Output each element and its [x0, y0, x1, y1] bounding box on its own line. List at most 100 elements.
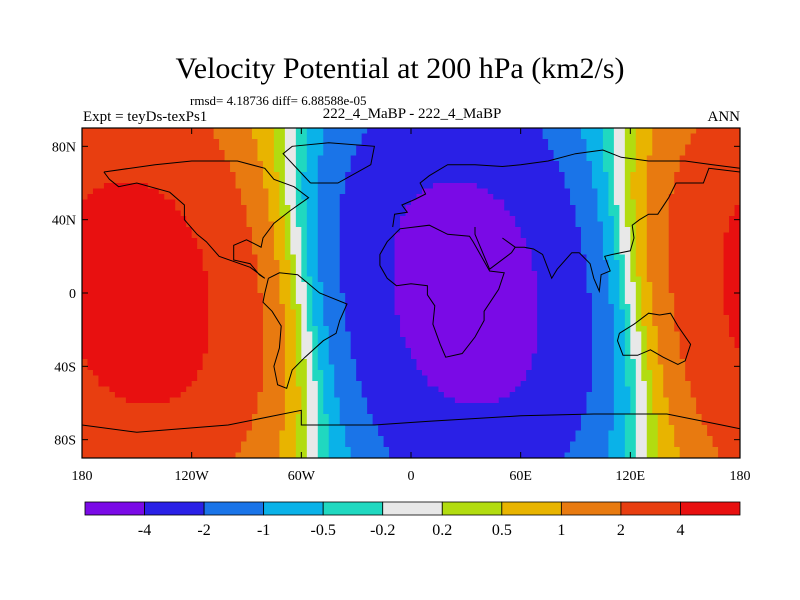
field-cell	[339, 205, 346, 212]
field-cell	[219, 331, 226, 338]
field-cell	[652, 265, 659, 272]
field-cell	[679, 205, 686, 212]
field-cell	[219, 293, 226, 300]
field-cell	[411, 161, 418, 168]
field-cell	[82, 199, 89, 206]
field-cell	[608, 205, 615, 212]
field-cell	[696, 276, 703, 283]
field-cell	[564, 282, 571, 289]
field-cell	[690, 249, 697, 256]
field-cell	[707, 139, 714, 146]
experiment-label: Expt = teyDs-texPs1	[83, 109, 208, 125]
field-cell	[284, 331, 291, 338]
field-cell	[389, 188, 396, 195]
field-cell	[487, 260, 494, 267]
field-cell	[537, 133, 544, 140]
field-cell	[432, 309, 440, 316]
field-cell	[383, 205, 390, 212]
field-cell	[509, 315, 516, 322]
field-cell	[471, 315, 478, 322]
field-cell	[663, 304, 670, 311]
field-cell	[663, 309, 670, 316]
field-cell	[208, 265, 215, 272]
field-cell	[350, 326, 357, 333]
field-cell	[630, 188, 637, 195]
field-cell	[87, 238, 94, 245]
field-cell	[537, 150, 544, 157]
field-cell	[553, 260, 560, 267]
field-cell	[504, 139, 511, 146]
field-cell	[273, 155, 280, 162]
field-cell	[580, 271, 588, 278]
field-cell	[142, 188, 149, 195]
field-cell	[334, 331, 341, 338]
field-cell	[230, 177, 237, 184]
field-cell	[520, 199, 527, 206]
field-cell	[153, 139, 160, 146]
field-cell	[323, 348, 330, 355]
field-cell	[208, 199, 215, 206]
field-cell	[679, 282, 686, 289]
field-cell	[663, 331, 670, 338]
field-cell	[235, 128, 242, 135]
field-cell	[334, 353, 341, 360]
field-cell	[454, 144, 461, 151]
field-cell	[498, 287, 505, 294]
field-cell	[586, 238, 593, 245]
field-cell	[630, 265, 637, 272]
field-cell	[295, 243, 302, 250]
field-cell	[613, 205, 620, 212]
field-cell	[613, 342, 620, 349]
field-cell	[504, 282, 511, 289]
field-cell	[383, 315, 390, 322]
field-cell	[696, 177, 703, 184]
field-cell	[652, 238, 659, 245]
field-cell	[109, 139, 116, 146]
field-cell	[158, 177, 165, 184]
field-cell	[367, 133, 374, 140]
field-cell	[537, 183, 544, 190]
field-cell	[718, 326, 725, 333]
field-cell	[712, 260, 719, 267]
field-cell	[208, 161, 215, 168]
field-cell	[531, 227, 538, 234]
field-cell	[290, 210, 297, 217]
field-cell	[690, 309, 697, 316]
field-cell	[268, 309, 275, 316]
field-cell	[251, 243, 259, 250]
field-cell	[586, 243, 593, 250]
field-cell	[317, 304, 324, 311]
field-cell	[515, 276, 522, 283]
field-cell	[602, 271, 609, 278]
field-cell	[646, 172, 653, 179]
field-cell	[273, 227, 280, 234]
field-cell	[482, 309, 489, 316]
field-cell	[553, 210, 560, 217]
field-cell	[202, 260, 209, 267]
field-cell	[548, 205, 555, 212]
field-cell	[449, 194, 456, 201]
field-cell	[652, 243, 659, 250]
field-cell	[301, 276, 308, 283]
field-cell	[328, 320, 335, 327]
field-cell	[367, 265, 374, 272]
field-cell	[147, 139, 154, 146]
field-cell	[339, 260, 346, 267]
field-cell	[224, 254, 231, 261]
field-cell	[180, 183, 187, 190]
field-cell	[262, 337, 270, 344]
field-cell	[520, 238, 527, 245]
field-cell	[668, 199, 675, 206]
field-cell	[438, 183, 445, 190]
field-cell	[241, 315, 248, 322]
field-cell	[400, 326, 407, 333]
field-cell	[707, 155, 714, 162]
field-cell	[317, 287, 324, 294]
field-cell	[663, 254, 670, 261]
field-cell	[602, 227, 609, 234]
field-cell	[701, 326, 708, 333]
field-cell	[548, 315, 555, 322]
field-cell	[295, 293, 302, 300]
field-cell	[191, 188, 198, 195]
field-cell	[312, 144, 319, 151]
